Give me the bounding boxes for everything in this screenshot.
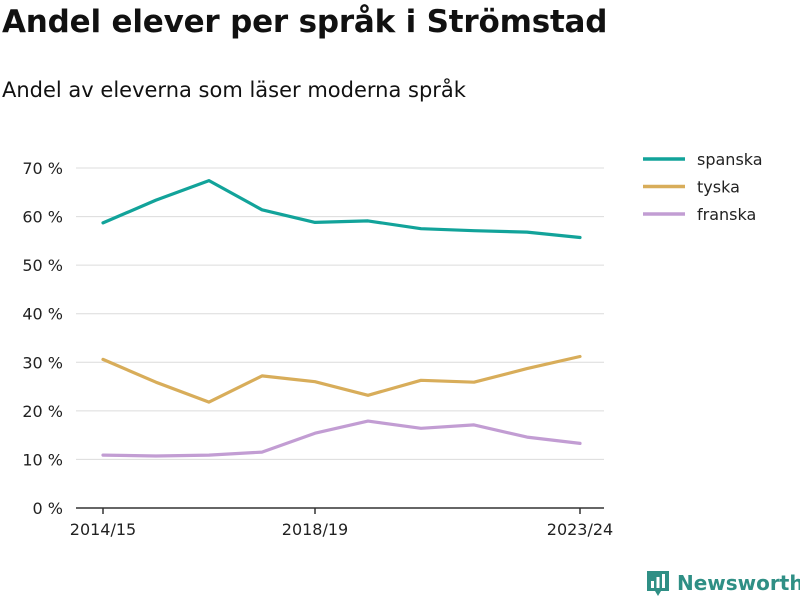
x-tick-label: 2014/15 — [70, 520, 136, 539]
legend: spanska tyska franska — [643, 150, 763, 224]
legend-label-franska: franska — [697, 205, 756, 224]
y-tick-label: 30 % — [22, 353, 63, 372]
gridlines — [76, 167, 604, 460]
y-tick-label: 10 % — [22, 450, 63, 469]
bar-chart-icon — [647, 571, 669, 596]
y-tick-label: 60 % — [22, 208, 63, 227]
newsworthy-branding: Newsworthy — [645, 569, 800, 597]
series-line-franska — [101, 419, 582, 458]
y-axis-ticks: 0 % 10 % 20 % 30 % 40 % 50 % 60 % 70 % — [22, 159, 63, 518]
x-tick-label: 2018/19 — [282, 520, 348, 539]
y-tick-label: 20 % — [22, 402, 63, 421]
brand-name: Newsworthy — [677, 571, 800, 595]
chart-title: Andel elever per språk i Strömstad — [2, 4, 608, 40]
y-tick-label: 0 % — [33, 499, 63, 518]
legend-label-tyska: tyska — [697, 178, 740, 197]
y-tick-label: 70 % — [22, 159, 63, 178]
series-lines — [101, 179, 582, 458]
legend-label-spanska: spanska — [697, 150, 763, 169]
series-line-spanska — [101, 179, 582, 240]
series-line-tyska — [101, 354, 582, 404]
chart-subtitle: Andel av eleverna som läser moderna språ… — [2, 78, 466, 102]
x-tick-label: 2023/24 — [547, 520, 613, 539]
y-tick-label: 40 % — [22, 305, 63, 324]
x-axis: 2014/15 2018/19 2023/24 — [70, 507, 613, 539]
y-tick-label: 50 % — [22, 256, 63, 275]
